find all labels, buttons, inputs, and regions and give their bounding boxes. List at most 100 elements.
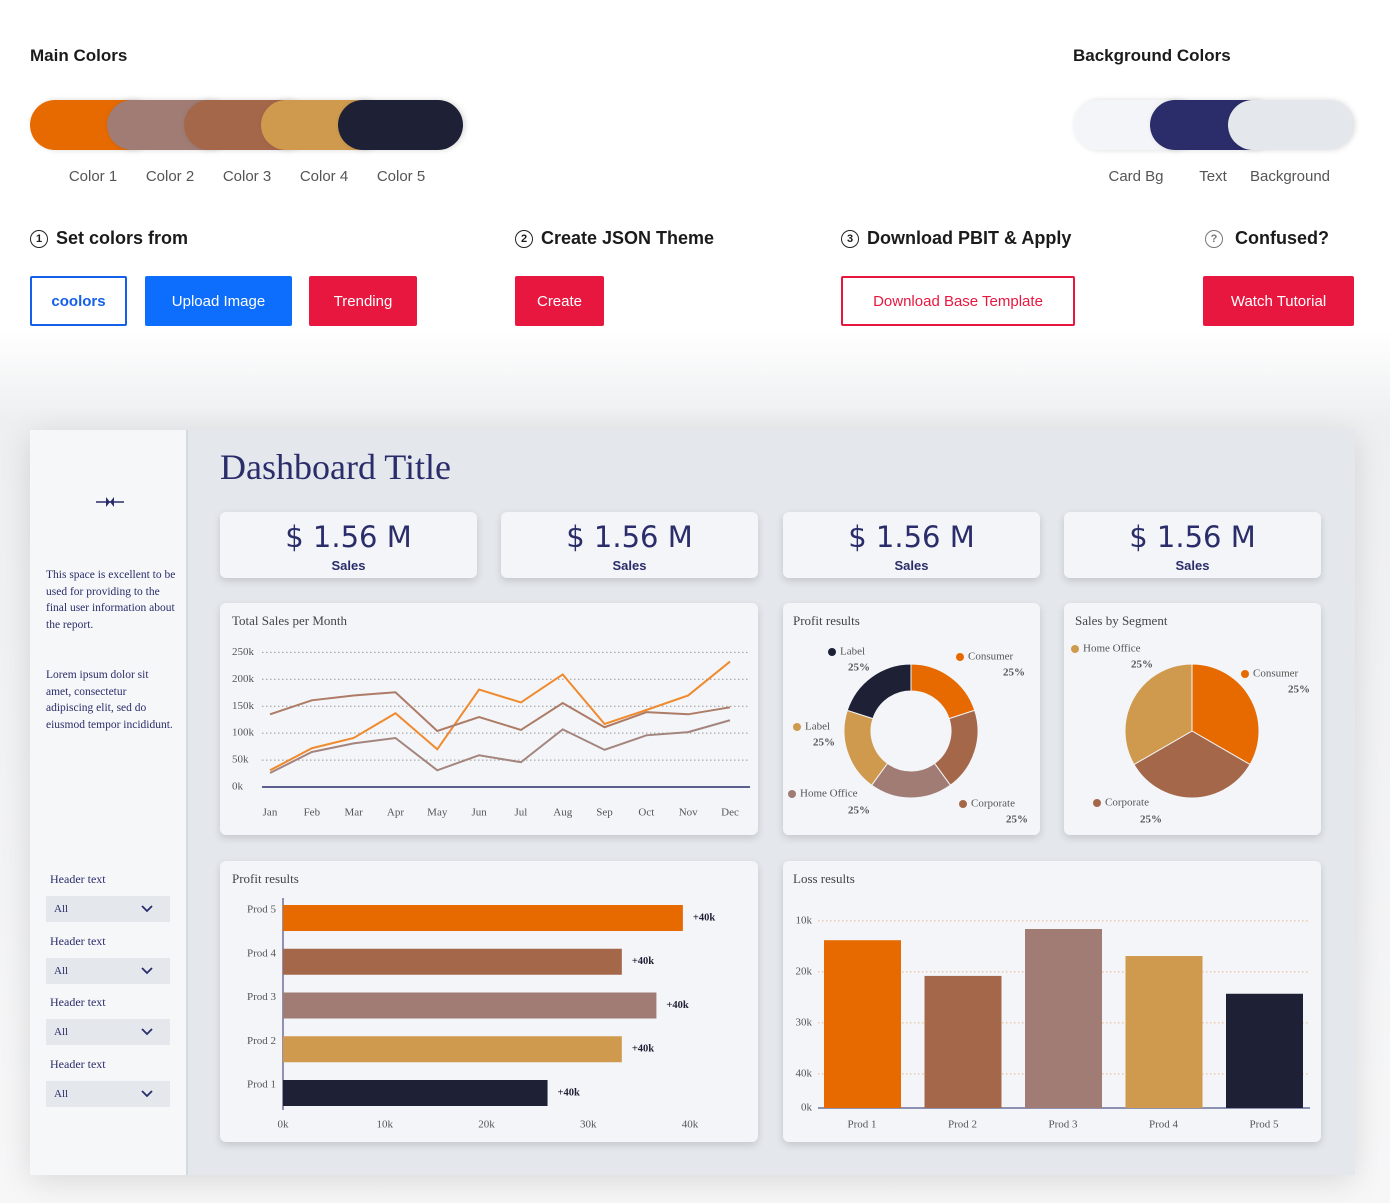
- y-tick-label: 10k: [796, 914, 813, 926]
- x-tick-label: Prod 1: [847, 1119, 876, 1131]
- swatch-label: Background: [1249, 168, 1331, 185]
- line-series: [269, 719, 731, 774]
- swatch-label: Color 3: [222, 168, 272, 185]
- button[interactable]: Trending: [309, 276, 417, 326]
- step: 2 Create JSON Theme: [515, 228, 714, 249]
- button[interactable]: Create: [515, 276, 604, 326]
- step-title: Confused?: [1235, 228, 1329, 248]
- bar: [824, 940, 901, 1108]
- kpi-card: $ 1.56 M Sales: [501, 512, 758, 578]
- x-tick-label: Jul: [514, 807, 527, 819]
- bar-annotation: +40k: [632, 956, 654, 967]
- bar: [1226, 993, 1303, 1108]
- button[interactable]: coolors: [30, 276, 127, 326]
- step-title: Download PBIT & Apply: [867, 228, 1072, 248]
- value-label: 25%: [848, 662, 870, 674]
- legend-dot: [1071, 645, 1079, 653]
- y-tick-label: 100k: [232, 727, 255, 739]
- swatch-label: Color 4: [299, 168, 349, 185]
- y-tick-label: 50k: [232, 754, 249, 766]
- chart-title: Sales by Segment: [1075, 613, 1168, 628]
- x-tick-label: Jan: [263, 807, 278, 819]
- step-title: Create JSON Theme: [541, 228, 715, 248]
- step: 1 Set colors from: [30, 228, 188, 249]
- legend-dot: [788, 790, 796, 798]
- x-tick-label: Prod 3: [1048, 1119, 1078, 1131]
- button[interactable]: Download Base Template: [841, 276, 1075, 326]
- slice: [1133, 730, 1251, 799]
- kpi-value: $ 1.56 M: [285, 520, 412, 554]
- y-tick-label: 0k: [232, 781, 244, 793]
- y-tick-label: 20k: [796, 965, 813, 977]
- chevron: [141, 905, 153, 913]
- chevron: [141, 967, 153, 975]
- y-tick-label: 200k: [232, 673, 255, 685]
- legend-label: Label: [840, 646, 865, 658]
- slice: [910, 663, 976, 720]
- bar-annotation: +40k: [632, 1044, 654, 1055]
- chart-title: Profit results: [232, 871, 299, 886]
- kpi-value: $ 1.56 M: [848, 520, 975, 554]
- legend-dot: [1093, 799, 1101, 807]
- dashboard-title: Dashboard Title: [220, 447, 452, 487]
- x-tick-label: Feb: [304, 807, 321, 819]
- bar: [924, 975, 1002, 1108]
- chevron: [141, 1028, 153, 1036]
- filter-label: Header text: [50, 1057, 106, 1071]
- kpi-label: Sales: [612, 558, 647, 573]
- legend-label: Home Office: [800, 788, 858, 800]
- legend-label: Consumer: [968, 651, 1014, 663]
- swatch-label: Color 5: [376, 168, 426, 185]
- line-series: [269, 691, 731, 733]
- x-tick-label: 40k: [682, 1119, 699, 1131]
- step-number: 3: [841, 229, 859, 248]
- dropdown-value: All: [54, 903, 69, 915]
- swatch-label: Color 2: [145, 168, 195, 185]
- legend-dot: [793, 723, 801, 731]
- filter-label: Header text: [50, 872, 106, 886]
- chart-title: Profit results: [793, 613, 860, 628]
- kpi-card: $ 1.56 M Sales: [1064, 512, 1321, 578]
- kpi-label: Sales: [1175, 558, 1210, 573]
- legend-dot: [828, 648, 836, 656]
- value-label: 25%: [813, 737, 835, 749]
- y-tick-label: 150k: [232, 700, 255, 712]
- bar-annotation: +40k: [693, 912, 715, 923]
- slice: [846, 663, 912, 720]
- x-tick-label: Aug: [553, 807, 572, 819]
- legend-dot: [959, 800, 967, 808]
- value-label: 25%: [1288, 684, 1310, 696]
- color-swatch[interactable]: [1228, 100, 1353, 150]
- value-label: 25%: [848, 805, 870, 817]
- y-tick-label: 30k: [796, 1016, 813, 1028]
- sidebar: [30, 430, 188, 1175]
- x-tick-label: Prod 4: [1149, 1119, 1179, 1131]
- slice: [1124, 663, 1193, 766]
- x-tick-label: 20k: [478, 1119, 495, 1131]
- section-title: Background Colors: [1073, 46, 1231, 65]
- bar: [283, 905, 683, 931]
- x-tick-label: Nov: [679, 807, 698, 819]
- color-swatch[interactable]: [338, 100, 463, 150]
- sidebar-text: This space is excellent to be used for p…: [46, 569, 176, 631]
- x-tick-label: Mar: [344, 807, 363, 819]
- button[interactable]: Upload Image: [145, 276, 292, 326]
- value-label: 25%: [1003, 667, 1025, 679]
- bar: [283, 992, 657, 1019]
- step-number: 1: [30, 229, 48, 248]
- kpi-value: $ 1.56 M: [566, 520, 693, 554]
- step-number: 2: [515, 229, 533, 248]
- dropdown-value: All: [54, 1088, 69, 1100]
- y-tick-label: 0k: [801, 1102, 813, 1114]
- kpi-label: Sales: [331, 558, 366, 573]
- chart-title: Total Sales per Month: [232, 613, 347, 628]
- bar: [283, 948, 622, 975]
- bar: [1025, 928, 1102, 1108]
- button[interactable]: Watch Tutorial: [1203, 276, 1354, 326]
- legend-label: Home Office: [1083, 643, 1141, 655]
- filter-label: Header text: [50, 934, 106, 948]
- x-tick-label: 0k: [278, 1119, 290, 1131]
- value-label: 25%: [1140, 814, 1162, 826]
- dropdown[interactable]: All: [46, 1019, 170, 1045]
